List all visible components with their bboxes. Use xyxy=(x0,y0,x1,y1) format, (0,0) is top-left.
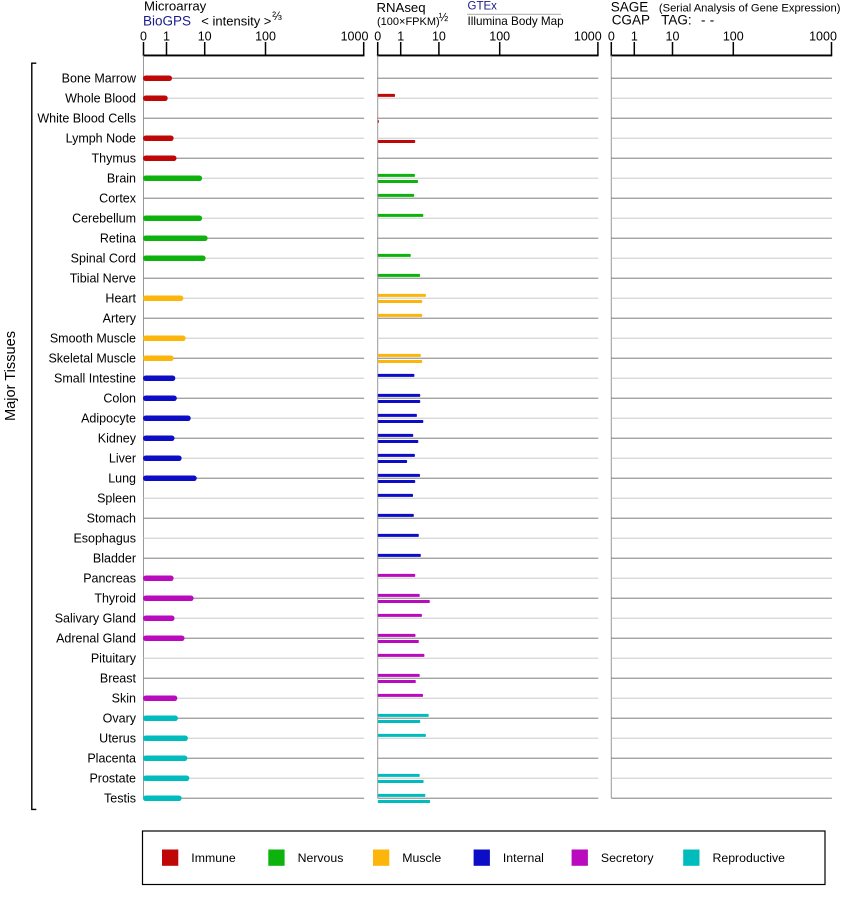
svg-text:0: 0 xyxy=(374,30,381,44)
svg-text:Liver: Liver xyxy=(109,452,136,466)
svg-text:Placenta: Placenta xyxy=(87,752,136,766)
svg-text:SAGE: SAGE xyxy=(611,0,649,15)
svg-text:1000: 1000 xyxy=(574,30,602,44)
svg-text:Thymus: Thymus xyxy=(92,152,136,166)
svg-text:10: 10 xyxy=(432,30,446,44)
svg-text:Adipocyte: Adipocyte xyxy=(81,412,136,426)
svg-text:100: 100 xyxy=(723,30,744,44)
svg-text:Skeletal Muscle: Skeletal Muscle xyxy=(48,352,136,366)
svg-text:Cortex: Cortex xyxy=(99,192,137,206)
svg-text:1: 1 xyxy=(397,30,404,44)
svg-text:Spinal Cord: Spinal Cord xyxy=(71,252,136,266)
svg-text:Reproductive: Reproductive xyxy=(713,851,786,865)
svg-text:Testis: Testis xyxy=(104,792,136,806)
svg-text:(100×FPKM): (100×FPKM) xyxy=(377,16,440,28)
svg-text:Lymph Node: Lymph Node xyxy=(66,132,136,146)
svg-text:Ovary: Ovary xyxy=(103,712,137,726)
svg-text:10: 10 xyxy=(666,30,680,44)
svg-text:Lung: Lung xyxy=(108,472,136,486)
svg-text:Heart: Heart xyxy=(105,292,136,306)
svg-text:½: ½ xyxy=(439,12,449,24)
svg-text:Tibial Nerve: Tibial Nerve xyxy=(70,272,136,286)
svg-text:Colon: Colon xyxy=(103,392,136,406)
svg-text:Breast: Breast xyxy=(100,672,137,686)
svg-text:(Serial Analysis of Gene Expre: (Serial Analysis of Gene Expression) xyxy=(659,3,841,15)
svg-text:White Blood Cells: White Blood Cells xyxy=(37,112,136,126)
svg-text:1000: 1000 xyxy=(809,30,837,44)
svg-text:Immune: Immune xyxy=(191,851,236,865)
svg-text:Brain: Brain xyxy=(107,172,136,186)
svg-text:Esophagus: Esophagus xyxy=(73,532,136,546)
svg-text:Thyroid: Thyroid xyxy=(94,592,136,606)
svg-text:1: 1 xyxy=(163,30,170,44)
svg-text:RNAseq: RNAseq xyxy=(377,0,426,15)
svg-text:Kidney: Kidney xyxy=(98,432,137,446)
svg-text:1000: 1000 xyxy=(341,30,369,44)
svg-text:Major Tissues: Major Tissues xyxy=(3,331,19,421)
svg-text:GTEx: GTEx xyxy=(468,1,498,13)
svg-text:Pancreas: Pancreas xyxy=(83,572,136,586)
svg-text:0: 0 xyxy=(608,30,615,44)
svg-text:⅔: ⅔ xyxy=(272,11,282,23)
svg-text:100: 100 xyxy=(489,30,510,44)
svg-text:Muscle: Muscle xyxy=(402,851,441,865)
svg-text:BioGPS: BioGPS xyxy=(143,14,191,29)
svg-text:Stomach: Stomach xyxy=(87,512,136,526)
svg-text:100: 100 xyxy=(255,30,276,44)
svg-text:Bone Marrow: Bone Marrow xyxy=(62,72,137,86)
svg-text:< intensity >: < intensity > xyxy=(201,14,271,29)
svg-text:Nervous: Nervous xyxy=(298,851,344,865)
svg-text:10: 10 xyxy=(198,30,212,44)
svg-text:Skin: Skin xyxy=(112,692,136,706)
svg-text:Illumina Body Map: Illumina Body Map xyxy=(468,15,565,28)
svg-text:0: 0 xyxy=(140,30,147,44)
svg-text:Prostate: Prostate xyxy=(89,772,136,786)
svg-text:Adrenal Gland: Adrenal Gland xyxy=(56,632,136,646)
svg-text:Secretory: Secretory xyxy=(601,851,654,865)
svg-text:Salivary Gland: Salivary Gland xyxy=(55,612,136,626)
svg-text:Small Intestine: Small Intestine xyxy=(54,372,136,386)
svg-text:Microarray: Microarray xyxy=(144,0,207,14)
svg-text:Smooth Muscle: Smooth Muscle xyxy=(50,332,136,346)
svg-text:Bladder: Bladder xyxy=(93,552,136,566)
svg-text:Spleen: Spleen xyxy=(97,492,136,506)
svg-text:Uterus: Uterus xyxy=(99,732,136,746)
svg-text:Internal: Internal xyxy=(503,851,544,865)
svg-text:Retina: Retina xyxy=(100,232,136,246)
svg-text:Artery: Artery xyxy=(103,312,137,326)
svg-text:1: 1 xyxy=(631,30,638,44)
svg-text:Whole Blood: Whole Blood xyxy=(65,92,136,106)
svg-text:Cerebellum: Cerebellum xyxy=(72,212,136,226)
svg-text:Pituitary: Pituitary xyxy=(91,652,137,666)
